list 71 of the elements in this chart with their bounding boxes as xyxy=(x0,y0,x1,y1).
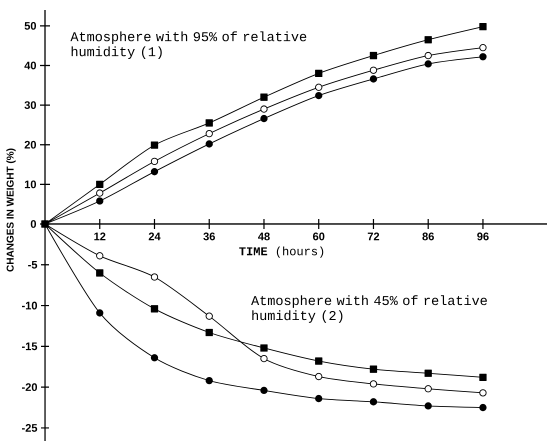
x-tick-label: 36 xyxy=(203,232,215,240)
point xyxy=(96,309,104,317)
point xyxy=(96,197,104,205)
point xyxy=(370,75,378,83)
point xyxy=(479,404,487,412)
point xyxy=(370,66,378,74)
point xyxy=(424,60,432,68)
point xyxy=(96,189,104,197)
y-tick-label: 40 xyxy=(24,62,36,70)
point xyxy=(206,130,213,138)
point xyxy=(370,366,378,373)
y-tick-label: 0 xyxy=(30,220,36,228)
x-tick-label: 24 xyxy=(148,232,161,240)
point xyxy=(260,105,268,113)
point xyxy=(315,70,322,78)
point xyxy=(315,394,322,402)
point xyxy=(479,374,487,382)
point xyxy=(150,354,158,362)
y-tick-label: -10 xyxy=(22,302,38,310)
y-axis-title: CHANGES IN WEIGHT (%) xyxy=(6,148,16,272)
point xyxy=(315,372,322,380)
point xyxy=(96,252,104,260)
point xyxy=(479,22,487,30)
point xyxy=(150,158,158,166)
point xyxy=(150,141,158,149)
point xyxy=(424,52,432,60)
point xyxy=(150,273,158,281)
point xyxy=(260,386,268,394)
point xyxy=(424,36,432,44)
point xyxy=(424,402,432,410)
y-tick-label: 10 xyxy=(24,180,36,188)
point xyxy=(206,312,213,320)
y-tick-label: -5 xyxy=(28,260,38,269)
point xyxy=(206,376,213,384)
y-tick-label: -20 xyxy=(22,383,38,392)
point xyxy=(206,140,213,148)
point xyxy=(150,305,158,312)
point xyxy=(260,94,268,101)
x-tick-label: 48 xyxy=(258,232,270,240)
point xyxy=(370,398,378,406)
x-tick-label: 96 xyxy=(477,232,489,240)
point xyxy=(96,180,104,188)
annotation: Atmosphere with 45% of relative humidity (2) xyxy=(251,295,487,323)
point xyxy=(150,168,158,176)
point xyxy=(206,328,213,336)
point xyxy=(479,53,487,60)
y-tick-label: -25 xyxy=(22,424,38,432)
point xyxy=(206,119,213,127)
x-tick-label: 12 xyxy=(94,232,106,240)
x-tick-label: 72 xyxy=(368,232,380,240)
y-tick-label: 30 xyxy=(24,101,36,110)
y-tick-label: -15 xyxy=(22,342,38,350)
point xyxy=(315,92,322,100)
point xyxy=(424,370,432,377)
x-axis-title: TIME (hours) xyxy=(239,246,324,258)
point xyxy=(96,269,104,277)
point xyxy=(370,380,378,388)
point xyxy=(260,354,268,362)
point xyxy=(370,52,378,60)
x-tick-label: 86 xyxy=(422,232,434,240)
point xyxy=(479,389,487,397)
point xyxy=(479,44,487,52)
point xyxy=(424,385,432,392)
annotation: Atmosphere with 95% of relative humidity (1) xyxy=(70,31,306,59)
point xyxy=(260,114,268,122)
point xyxy=(315,84,322,91)
y-tick-label: 50 xyxy=(24,22,36,30)
point xyxy=(315,357,322,365)
x-tick-label: 60 xyxy=(313,232,324,240)
y-tick-label: 20 xyxy=(24,140,36,149)
point xyxy=(260,344,268,352)
